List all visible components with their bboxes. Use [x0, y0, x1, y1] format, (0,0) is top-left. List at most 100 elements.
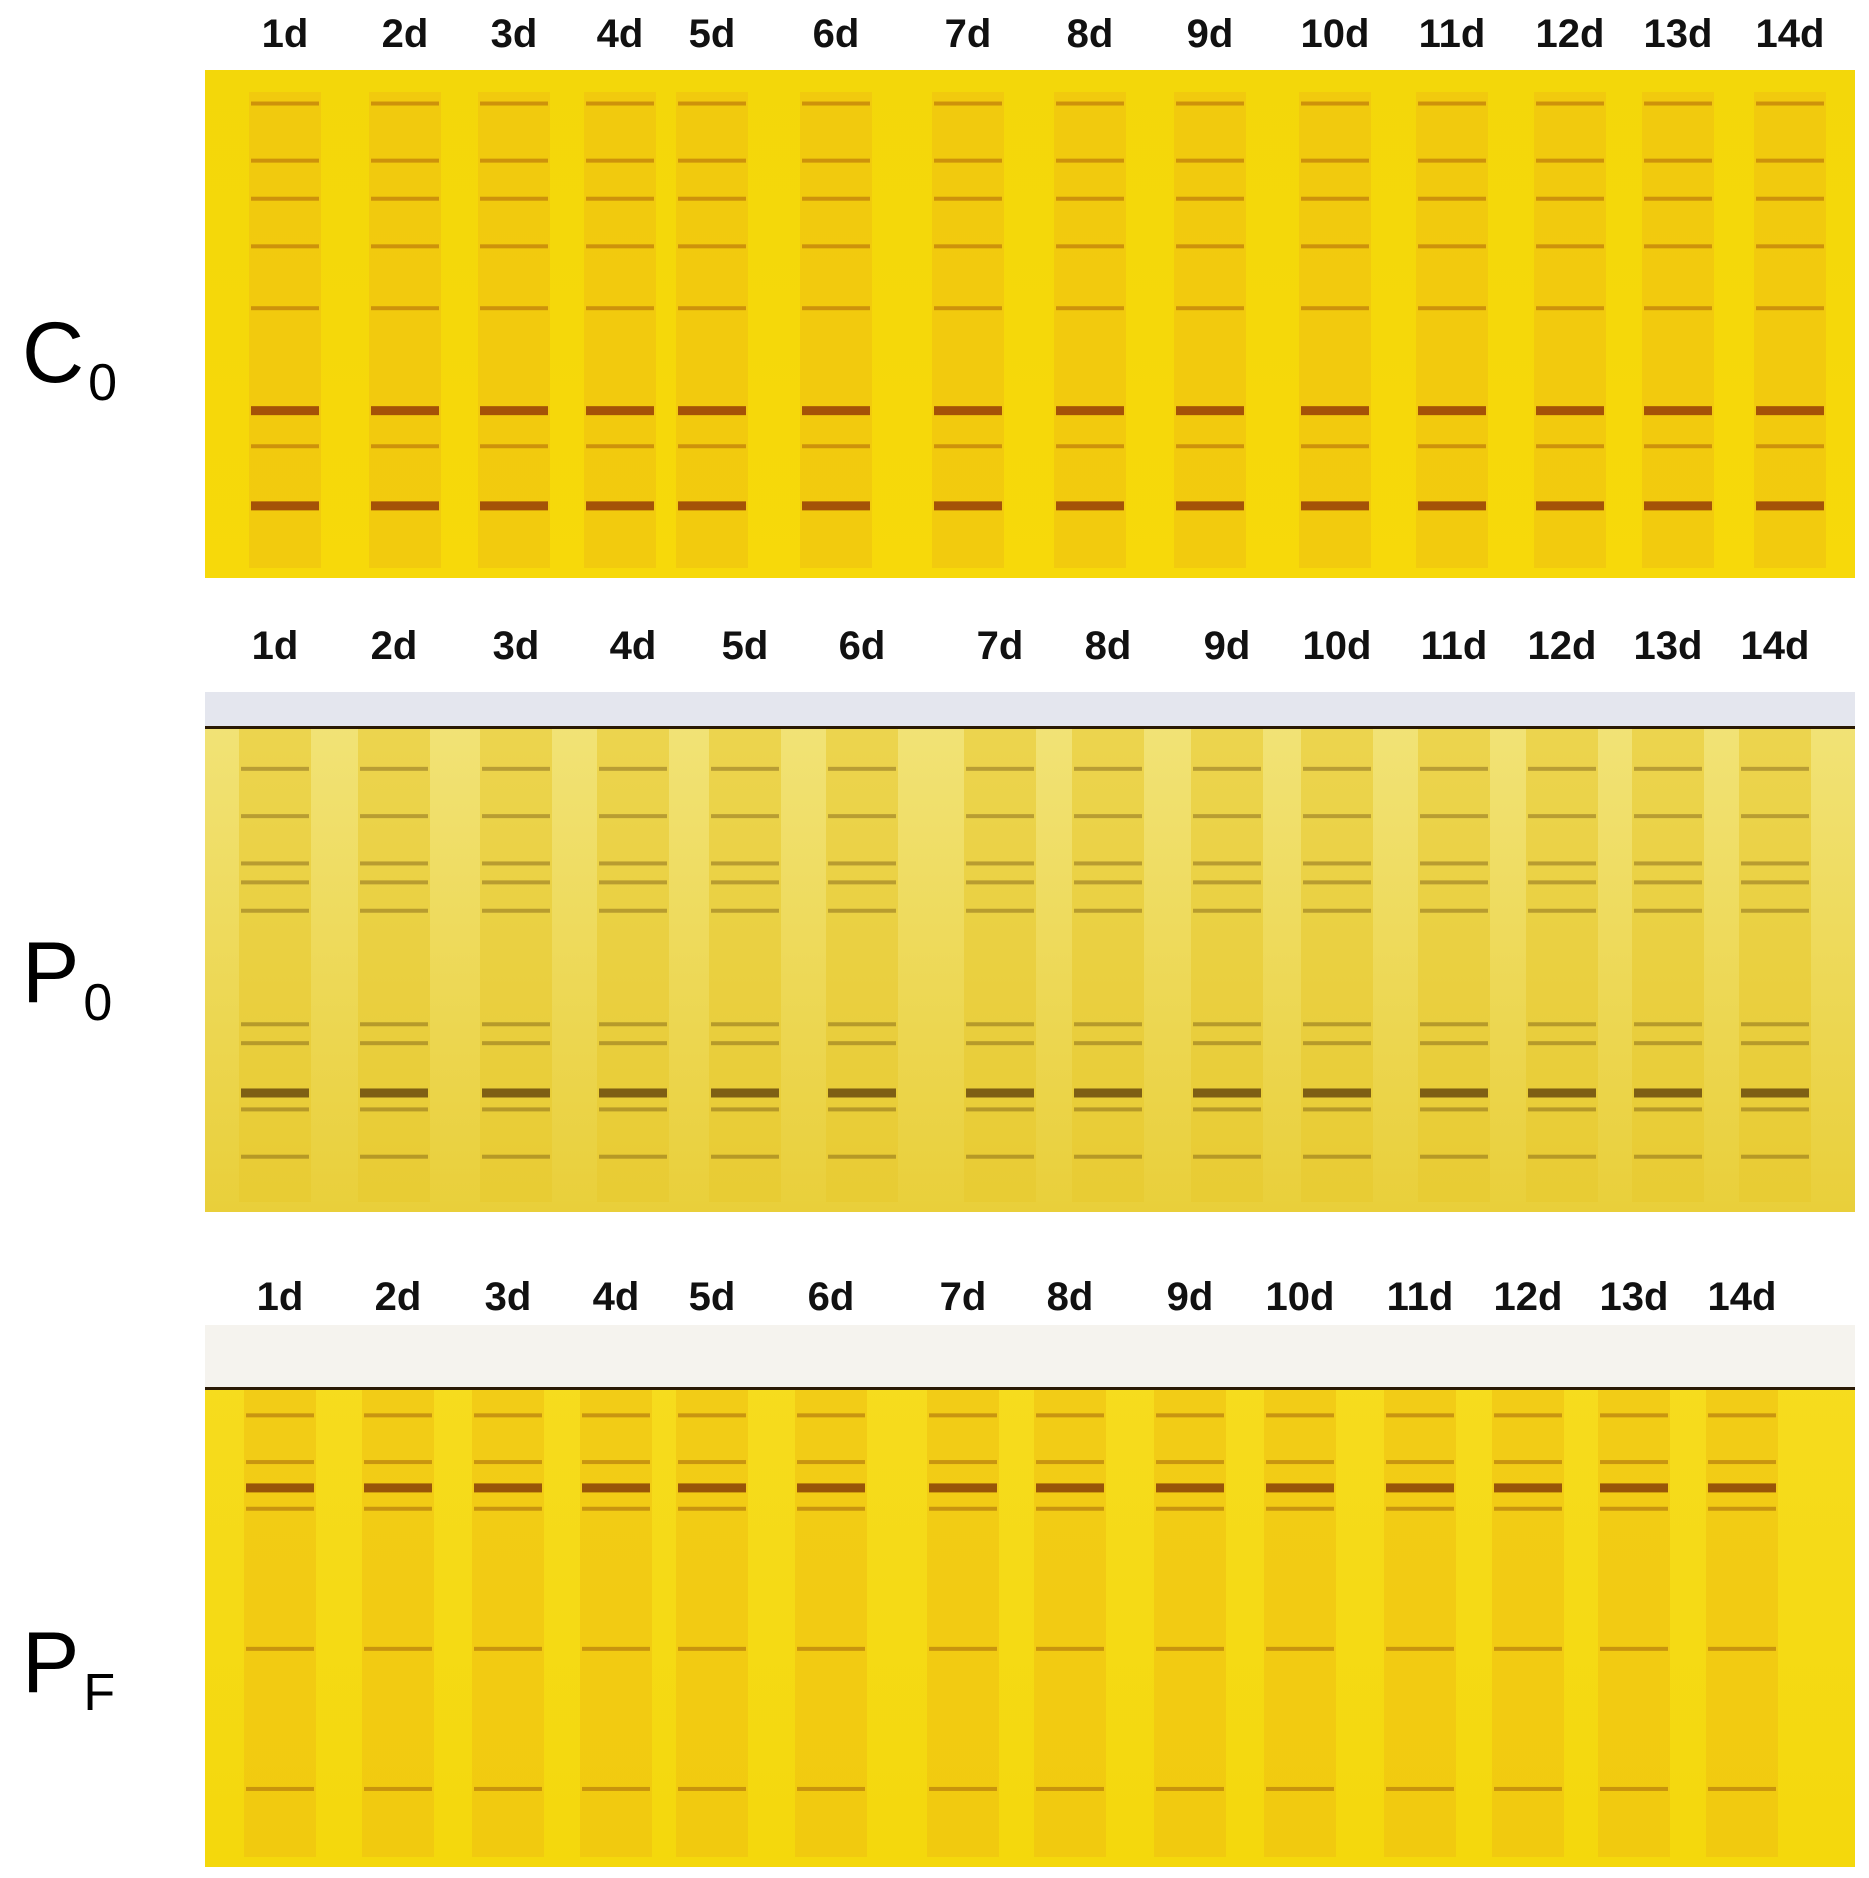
lane-label: 3d: [492, 624, 540, 668]
gel-band: [678, 1413, 746, 1418]
gel-band: [1600, 1506, 1668, 1511]
gel-band: [251, 158, 319, 163]
gel-band: [599, 1088, 667, 1098]
gel-band: [241, 880, 309, 885]
gel-band: [1036, 1646, 1104, 1651]
gel-band: [1193, 1022, 1261, 1027]
gel-band: [241, 1088, 309, 1098]
gel-band: [828, 1088, 896, 1098]
gel-band: [599, 1107, 667, 1112]
lane-label: 6d: [807, 1275, 855, 1319]
gel-band: [241, 766, 309, 771]
lane-label: 12d: [1535, 12, 1605, 56]
gel-band: [599, 1041, 667, 1046]
gel-band: [1644, 444, 1712, 449]
gel-band: [1536, 101, 1604, 106]
gel-band: [1528, 1022, 1596, 1027]
gel-band: [1156, 1646, 1224, 1651]
lane-label: 11d: [1418, 12, 1486, 56]
gel-well-strip: [205, 1325, 1855, 1387]
lane-labels-p0: 1d 2d 3d 4d 5d 6d 7d 8d 9d 10d 11d 12d 13d 14d: [0, 624, 1869, 684]
gel-band: [1036, 1460, 1104, 1465]
gel-band: [1386, 1483, 1454, 1493]
lane-label: 2d: [381, 12, 429, 56]
gel-band: [241, 908, 309, 913]
gel-band: [1176, 158, 1244, 163]
gel-band: [802, 406, 870, 416]
gel-band: [1528, 861, 1596, 866]
gel-band: [802, 101, 870, 106]
gel-band: [364, 1483, 432, 1493]
gel-band: [1600, 1483, 1668, 1493]
gel-band: [1634, 1154, 1702, 1159]
gel-band: [474, 1460, 542, 1465]
gel-band: [480, 406, 548, 416]
lane-label: 11d: [1386, 1275, 1454, 1319]
lane-label: 1d: [251, 624, 299, 668]
gel-band: [1600, 1786, 1668, 1791]
gel-band: [360, 814, 428, 819]
gel-lane: [1191, 729, 1263, 1202]
gel-band: [1756, 306, 1824, 311]
gel-band: [246, 1483, 314, 1493]
gel-band: [1036, 1786, 1104, 1791]
panel-pf: 1d 2d 3d 4d 5d 6d 7d 8d 9d 10d 11d 12d 13d 14d PF: [0, 1265, 1869, 1878]
gel-band: [1494, 1483, 1562, 1493]
gel-band: [1301, 306, 1369, 311]
gel-band: [934, 501, 1002, 511]
lane-label: 7d: [976, 624, 1024, 668]
gel-band: [1193, 1154, 1261, 1159]
gel-band: [364, 1413, 432, 1418]
gel-band: [371, 306, 439, 311]
gel-band: [1301, 244, 1369, 249]
gel-band: [482, 908, 550, 913]
gel-lane: [369, 92, 441, 568]
gel-band: [1193, 880, 1261, 885]
lane-label: 8d: [1084, 624, 1132, 668]
gel-band: [1193, 861, 1261, 866]
gel-band: [797, 1413, 865, 1418]
gel-band: [711, 1022, 779, 1027]
gel-band: [1634, 908, 1702, 913]
gel-band: [1074, 861, 1142, 866]
gel-lane: [1754, 92, 1826, 568]
gel-band: [678, 101, 746, 106]
gel-band: [251, 306, 319, 311]
gel-band: [474, 1646, 542, 1651]
gel-lane: [1384, 1390, 1456, 1857]
gel-lane: [362, 1390, 434, 1857]
gel-band: [582, 1786, 650, 1791]
gel-lane: [932, 92, 1004, 568]
gel-band: [1156, 1483, 1224, 1493]
gel-band: [678, 1483, 746, 1493]
gel-band: [1634, 1041, 1702, 1046]
gel-band: [929, 1413, 997, 1418]
gel-band: [1741, 861, 1809, 866]
gel-band: [1301, 158, 1369, 163]
gel-band: [1741, 766, 1809, 771]
gel-band: [1756, 244, 1824, 249]
gel-band: [966, 1107, 1034, 1112]
gel-band: [1741, 1088, 1809, 1098]
gel-lane: [1526, 729, 1598, 1202]
gel-band: [1303, 766, 1371, 771]
gel-band: [482, 861, 550, 866]
gel-band: [241, 1022, 309, 1027]
gel-band: [480, 196, 548, 201]
gel-band: [1420, 1154, 1488, 1159]
lane-label: 6d: [812, 12, 860, 56]
gel-band: [1634, 880, 1702, 885]
lane-label: 5d: [721, 624, 769, 668]
gel-band: [599, 1154, 667, 1159]
gel-band: [241, 861, 309, 866]
gel-lane: [472, 1390, 544, 1857]
gel-band: [1301, 406, 1369, 416]
gel-band: [1741, 1107, 1809, 1112]
gel-band: [482, 1088, 550, 1098]
gel-band: [1074, 814, 1142, 819]
gel-band: [251, 501, 319, 511]
gel-band: [599, 880, 667, 885]
gel-band: [1708, 1460, 1776, 1465]
lane-label: 3d: [490, 12, 538, 56]
gel-lane: [1416, 92, 1488, 568]
